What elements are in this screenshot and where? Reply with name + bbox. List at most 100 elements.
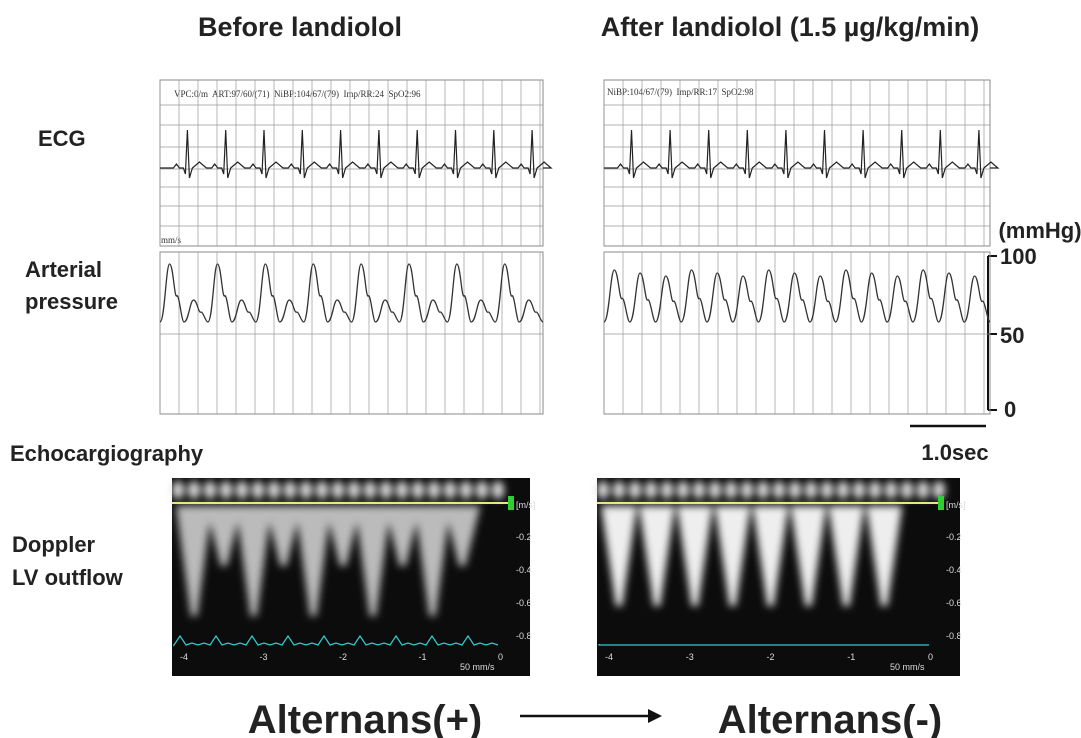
doppler-top xyxy=(741,481,753,499)
doppler-top xyxy=(348,481,360,499)
doppler-top xyxy=(268,481,280,499)
scale-label: 0 xyxy=(1004,397,1016,422)
pressure-trace xyxy=(603,269,991,323)
doppler-top xyxy=(821,481,833,499)
doppler-jet xyxy=(414,506,451,616)
doppler-y-label: -0.8 xyxy=(946,631,962,641)
doppler-top xyxy=(789,481,801,499)
doppler-jet xyxy=(384,506,421,566)
doppler-jet xyxy=(325,506,361,566)
doppler-y-label: -0.2 xyxy=(946,532,962,542)
doppler-top xyxy=(597,481,609,499)
monitor-text: VPC:0/m ART:97/60/(71) NiBP:104/67/(79) … xyxy=(174,89,421,99)
doppler-top xyxy=(853,481,865,499)
doppler-jet xyxy=(828,506,865,606)
doppler-top xyxy=(316,481,328,499)
pressure-trace xyxy=(159,263,544,323)
doppler-top xyxy=(220,481,232,499)
doppler-jet xyxy=(444,506,481,566)
doppler-top xyxy=(661,481,673,499)
row-label: Doppler xyxy=(12,532,96,557)
doppler-top xyxy=(885,481,897,499)
doppler-y-label: -0.4 xyxy=(516,565,532,575)
doppler-jet xyxy=(176,506,212,616)
ecg-trace xyxy=(604,129,1000,179)
marker xyxy=(508,496,514,510)
marker xyxy=(938,496,944,510)
doppler-x-label: -1 xyxy=(419,652,427,662)
doppler-top xyxy=(677,481,689,499)
doppler-top xyxy=(492,481,504,499)
doppler-jet xyxy=(638,506,675,606)
doppler-top xyxy=(460,481,472,499)
scale-unit: (mmHg) xyxy=(998,218,1081,243)
doppler-top xyxy=(805,481,817,499)
doppler-top xyxy=(396,481,408,499)
doppler-top xyxy=(709,481,721,499)
doppler-jet xyxy=(752,506,789,606)
doppler-speed: 50 mm/s xyxy=(460,662,495,672)
doppler-x-label: -2 xyxy=(767,652,775,662)
time-label: 1.0sec xyxy=(921,440,988,465)
column-title: Before landiolol xyxy=(198,12,402,42)
result-label: Alternans(+) xyxy=(248,698,483,738)
doppler-top xyxy=(476,481,488,499)
doppler-x-label: -4 xyxy=(605,652,613,662)
doppler-top xyxy=(917,481,929,499)
doppler-top xyxy=(380,481,392,499)
doppler-top xyxy=(300,481,312,499)
monitor-text: NiBP:104/67/(79) Imp/RR:17 SpO2:98 xyxy=(607,87,754,97)
doppler-top xyxy=(837,481,849,499)
doppler-y-label: -0.4 xyxy=(946,565,962,575)
doppler-jet xyxy=(205,506,242,566)
doppler-y-label: -0.6 xyxy=(946,598,962,608)
doppler-y-label: -0.2 xyxy=(516,532,532,542)
doppler-jet xyxy=(790,506,827,606)
doppler-top xyxy=(693,481,705,499)
doppler-x-label: -2 xyxy=(339,652,347,662)
doppler-top xyxy=(252,481,264,499)
row-label: LV outflow xyxy=(12,565,124,590)
ecg-trace xyxy=(160,129,553,179)
doppler-y-label: -0.8 xyxy=(516,631,532,641)
doppler-y-label: -0.6 xyxy=(516,598,532,608)
doppler-x-label: 0 xyxy=(928,652,933,662)
traces: [m/s]-0.2-0.4-0.6-0.8-4 -3 -2 -1 050 mm/s[m/… xyxy=(159,79,1000,676)
scale-label: 100 xyxy=(1000,244,1037,269)
doppler-top xyxy=(236,481,248,499)
doppler-top xyxy=(773,481,785,499)
doppler-top xyxy=(444,481,456,499)
doppler-x-label: -3 xyxy=(686,652,694,662)
doppler-top xyxy=(188,481,200,499)
doppler-x-label: -1 xyxy=(847,652,855,662)
doppler-signal xyxy=(597,481,945,606)
doppler-top xyxy=(284,481,296,499)
doppler-jet xyxy=(295,506,332,616)
doppler-top xyxy=(332,481,344,499)
doppler-jet xyxy=(235,506,272,616)
row-label: ECG xyxy=(38,126,86,151)
scale-label: 50 xyxy=(1000,323,1024,348)
doppler-x-label: 0 xyxy=(498,652,503,662)
doppler-top xyxy=(629,481,641,499)
column-title: After landiolol (1.5 µg/kg/min) xyxy=(601,12,980,42)
doppler-top xyxy=(204,481,216,499)
doppler-top xyxy=(412,481,424,499)
row-label: pressure xyxy=(25,289,118,314)
arrow-head xyxy=(648,709,662,723)
panel-border xyxy=(159,251,544,415)
doppler-jet xyxy=(354,506,391,616)
result-label: Alternans(-) xyxy=(718,698,942,738)
doppler-jet xyxy=(265,506,302,566)
doppler-top xyxy=(869,481,881,499)
doppler-top xyxy=(901,481,913,499)
panel-border xyxy=(603,251,991,415)
doppler-jet xyxy=(676,506,713,606)
doppler-top xyxy=(725,481,737,499)
doppler-top xyxy=(428,481,440,499)
doppler-x-label: -3 xyxy=(260,652,268,662)
doppler-unit: [m/s] xyxy=(946,500,966,510)
doppler-jet xyxy=(714,506,751,606)
doppler-top xyxy=(645,481,657,499)
